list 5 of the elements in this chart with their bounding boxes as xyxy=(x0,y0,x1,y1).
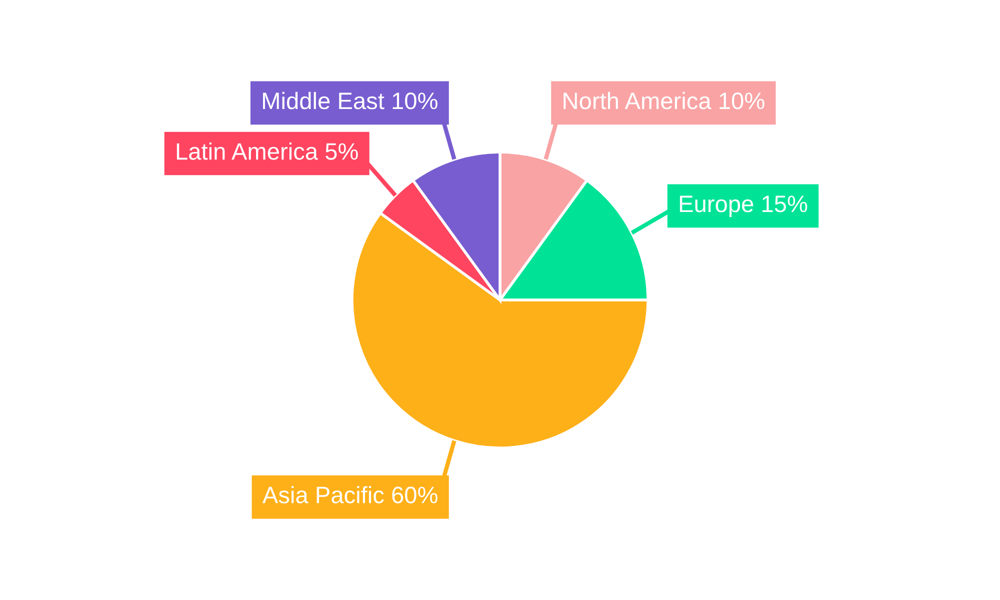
slice-label: Europe 15% xyxy=(680,196,808,217)
slice-label: Middle East 10% xyxy=(263,92,438,110)
slice-label: Asia Pacific 60% xyxy=(262,486,438,504)
slice-label: North America 10% xyxy=(564,92,764,110)
slice-label: Latin America 5% xyxy=(176,142,358,160)
